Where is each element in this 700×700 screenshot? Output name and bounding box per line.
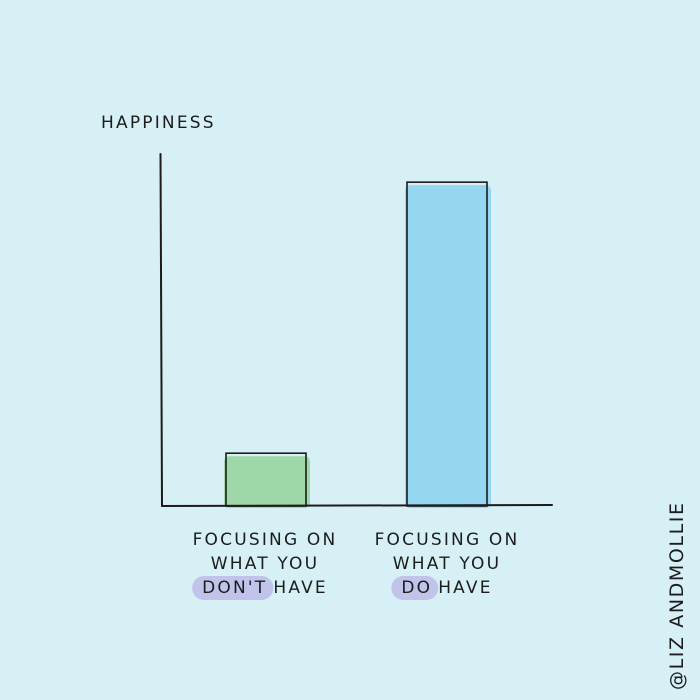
x-axis-line xyxy=(161,504,553,507)
y-axis-label: HAPPINESS xyxy=(101,113,216,133)
category-2-label-line-2: WHAT YOU xyxy=(393,554,502,574)
category-2-label-line-3: DO HAVE xyxy=(391,576,493,600)
bars-layer xyxy=(224,181,491,508)
y-axis-line xyxy=(159,153,163,507)
highlighted-word: DO xyxy=(401,578,432,598)
bar-1-fill xyxy=(224,456,310,508)
credit-handle: @LIZ ANDMOLLIE xyxy=(666,501,688,690)
category-1-label-line-1: FOCUSING ON xyxy=(193,530,338,550)
highlight-marker xyxy=(391,576,439,600)
label-word: HAVE xyxy=(273,578,328,598)
axes-layer xyxy=(159,153,553,507)
category-1-label-line-3: DON'T HAVE xyxy=(192,576,328,600)
highlighted-word: DON'T xyxy=(202,578,267,598)
label-word: HAVE xyxy=(438,578,493,598)
bar-2-fill xyxy=(405,185,491,508)
category-labels: FOCUSING ON WHAT YOU DON'T HAVE FOCUSING ON W… xyxy=(192,530,520,600)
highlight-marker xyxy=(192,576,274,600)
category-2-label-line-1: FOCUSING ON xyxy=(375,530,520,550)
category-1-label-line-2: WHAT YOU xyxy=(211,554,320,574)
